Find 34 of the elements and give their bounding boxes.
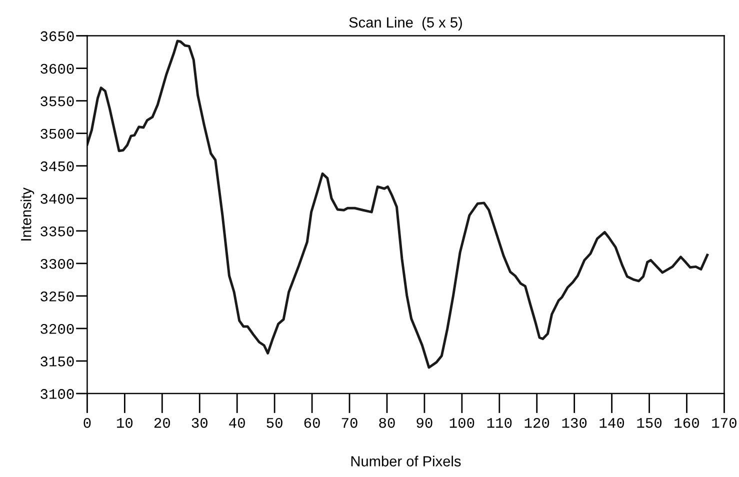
x-tick-label: 20 [154, 418, 170, 428]
x-tick-label: 150 [637, 418, 662, 428]
y-tick-label: 3650 [40, 31, 74, 42]
x-tick-label: 140 [600, 418, 624, 428]
x-tick-label: 120 [524, 418, 550, 428]
y-tick-label: 3400 [40, 194, 74, 204]
x-tick-label: 40 [229, 418, 245, 428]
line-series [87, 40, 709, 369]
x-tick-label: 30 [192, 418, 208, 428]
chart-title: Scan Line (5 x 5) [349, 16, 462, 30]
x-tick-label: 160 [674, 418, 699, 428]
y-tick-label: 3200 [40, 324, 74, 334]
x-tick-label: 130 [562, 418, 587, 428]
y-tick-label: 3550 [40, 96, 74, 106]
y-tick-label: 3600 [40, 64, 74, 74]
y-tick-label: 3150 [40, 356, 74, 366]
y-tick-label: 3300 [40, 258, 74, 269]
y-axis-title: Intensity [20, 188, 34, 240]
x-tick-label: 60 [304, 418, 320, 428]
x-tick-label: 10 [116, 418, 133, 428]
x-tick-label: 80 [379, 418, 395, 428]
x-axis-title: Number of Pixels [351, 456, 461, 466]
x-tick-label: 100 [450, 418, 474, 428]
y-tick-label: 3250 [40, 291, 74, 302]
x-tick-label: 90 [416, 418, 432, 428]
y-tick-label: 3500 [40, 128, 74, 139]
y-tick-label: 3450 [40, 161, 74, 172]
x-tick-label: 50 [266, 418, 282, 428]
x-tick-label: 0 [84, 418, 91, 428]
y-tick-label: 3100 [40, 389, 74, 399]
y-tick-label: 3350 [40, 226, 74, 236]
x-tick-label: 170 [712, 418, 736, 428]
x-tick-label: 70 [342, 418, 358, 428]
x-tick-label: 110 [487, 418, 512, 428]
